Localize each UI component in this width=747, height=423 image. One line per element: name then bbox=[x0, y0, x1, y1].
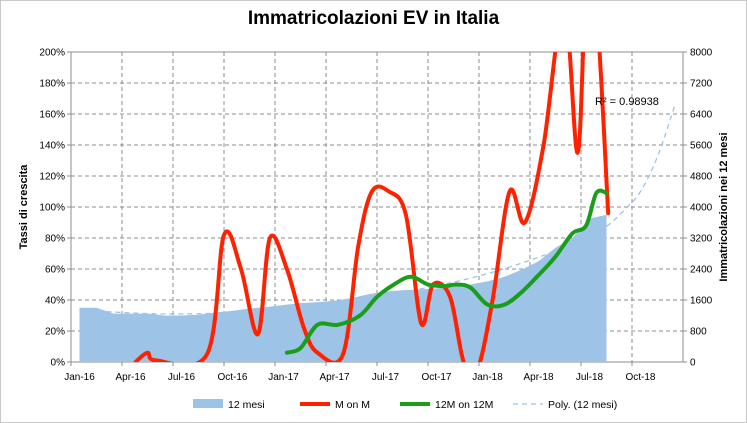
y-left-tick-label: 200% bbox=[39, 48, 65, 59]
axes: 0% 0 20% 800 40% 1600 60% 2400 80% 3200 100% 4000 12… bbox=[39, 48, 712, 384]
x-tick-label: Apr-18 bbox=[523, 372, 553, 383]
y-left-tick-label: 100% bbox=[39, 203, 65, 214]
y-left-tick-label: 140% bbox=[39, 141, 65, 152]
series-12-mesi bbox=[79, 214, 607, 362]
trend-series-layer bbox=[79, 106, 676, 315]
x-tick-label: Jul-18 bbox=[576, 372, 604, 383]
y-left-tick-label: 120% bbox=[39, 172, 65, 183]
x-tick-label: Oct-16 bbox=[217, 372, 247, 383]
x-tick-label: Jan-16 bbox=[64, 372, 95, 383]
legend-item-poly-12-mesi: Poly. (12 mesi) bbox=[513, 399, 617, 411]
y-left-tick-label: 160% bbox=[39, 110, 65, 121]
line-series-layer bbox=[133, 52, 611, 362]
x-tick-label: Apr-16 bbox=[115, 372, 145, 383]
x-tick-label: Oct-17 bbox=[421, 372, 451, 383]
legend-label: 12M on 12M bbox=[435, 399, 493, 411]
gridlines bbox=[71, 52, 683, 362]
y-left-tick-label: 20% bbox=[45, 327, 65, 338]
y-right-tick-label: 7200 bbox=[690, 79, 713, 90]
y-right-tick-label: 0 bbox=[690, 358, 696, 369]
y-right-tick-label: 3200 bbox=[690, 234, 713, 245]
area-series-layer bbox=[79, 214, 607, 362]
legend-label: Poly. (12 mesi) bbox=[548, 399, 617, 411]
legend-label: 12 mesi bbox=[228, 399, 265, 411]
series-m-on-m bbox=[133, 52, 611, 362]
legend: 12 mesi M on M 12M on 12M Poly. (12 mesi) bbox=[193, 399, 617, 411]
x-tick-label: Oct-18 bbox=[625, 372, 655, 383]
y-right-tick-label: 6400 bbox=[690, 110, 713, 121]
y-left-tick-label: 0% bbox=[51, 358, 66, 369]
y-right-tick-label: 4800 bbox=[690, 172, 713, 183]
series-poly-12-mesi bbox=[79, 106, 676, 315]
y-left-tick-label: 180% bbox=[39, 79, 65, 90]
y-left-tick-label: 40% bbox=[45, 296, 65, 307]
y-right-tick-label: 800 bbox=[690, 327, 707, 338]
y-axis-right-title: Immatricolazioni nei 12 mesi bbox=[718, 132, 730, 281]
x-tick-label: Jul-16 bbox=[168, 372, 196, 383]
chart-title: Immatricolazioni EV in Italia bbox=[247, 8, 500, 29]
y-right-tick-label: 2400 bbox=[690, 265, 713, 276]
y-right-tick-label: 4000 bbox=[690, 203, 713, 214]
legend-swatch bbox=[193, 399, 223, 408]
x-tick-label: Apr-17 bbox=[319, 372, 349, 383]
y-axis-left-title: Tassi di crescita bbox=[18, 164, 30, 250]
y-right-tick-label: 5600 bbox=[690, 141, 713, 152]
series-12m-on-12m bbox=[284, 188, 609, 355]
x-tick-label: Jul-17 bbox=[372, 372, 400, 383]
legend-item-m-on-m: M on M bbox=[300, 399, 370, 411]
legend-label: M on M bbox=[335, 399, 370, 411]
y-right-tick-label: 8000 bbox=[690, 48, 713, 59]
y-left-tick-label: 60% bbox=[45, 265, 65, 276]
legend-item-12m-on-12m: 12M on 12M bbox=[400, 399, 493, 411]
legend-item-12-mesi: 12 mesi bbox=[193, 399, 265, 411]
x-tick-label: Jan-18 bbox=[472, 372, 503, 383]
y-left-tick-label: 80% bbox=[45, 234, 65, 245]
r-squared-annotation: R² = 0.98938 bbox=[595, 96, 659, 108]
x-tick-label: Jan-17 bbox=[268, 372, 299, 383]
y-right-tick-label: 1600 bbox=[690, 296, 713, 307]
